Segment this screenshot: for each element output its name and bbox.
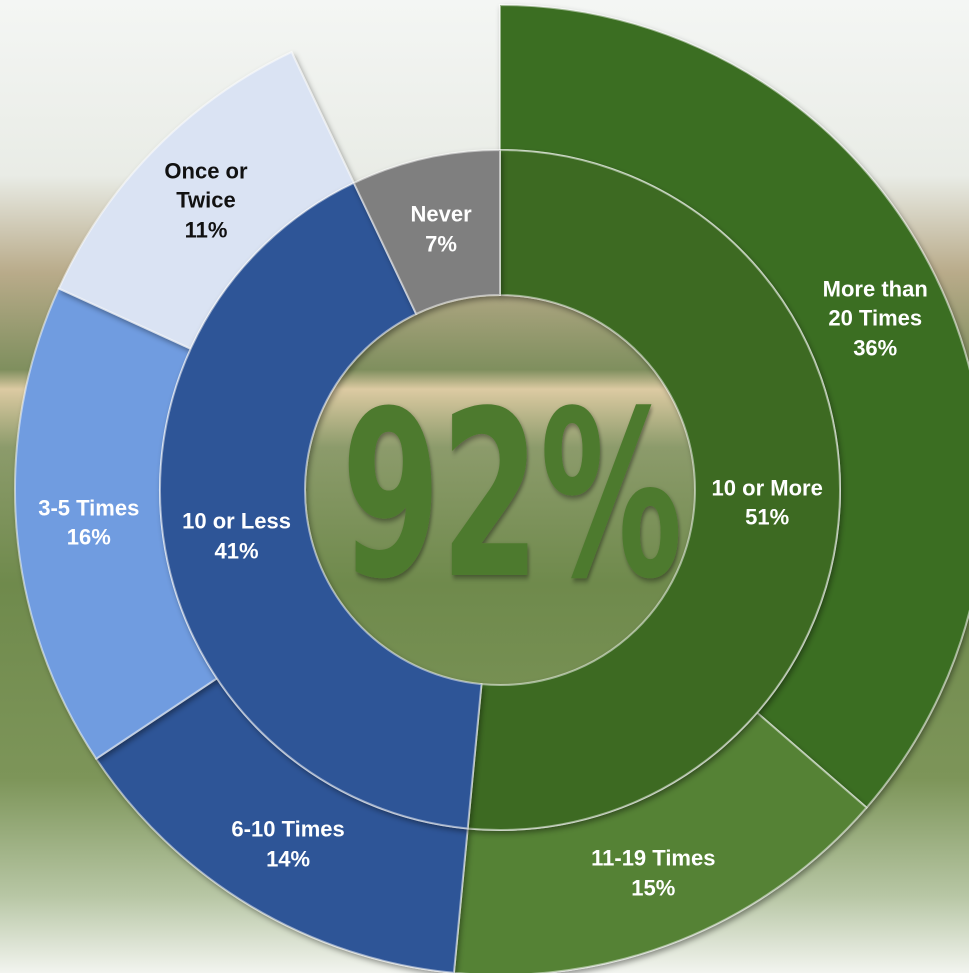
- category-label: Never: [410, 201, 472, 227]
- category-label: 6-10 Times: [231, 816, 345, 842]
- category-label: 10 or More: [711, 475, 823, 501]
- outer-label: More than 20 Times 36%: [810, 274, 940, 363]
- category-label: More than 20 Times: [822, 276, 928, 331]
- inner-sector: [352, 148, 501, 316]
- value-label: 16%: [66, 524, 111, 550]
- value-label: 41%: [214, 538, 259, 564]
- category-label: 3-5 Times: [38, 495, 140, 520]
- category-label: Once or Twice: [164, 158, 248, 213]
- center-label: 92%: [341, 362, 682, 630]
- outer-label: 3-5 Times 16%: [24, 493, 154, 552]
- outer-label: 11-19 Times 15%: [588, 843, 718, 902]
- inner-label: Never 7%: [366, 199, 516, 258]
- category-label: 11-19 Times: [591, 845, 716, 871]
- inner-sector: [466, 148, 842, 831]
- value-label: 15%: [631, 874, 676, 900]
- inner-sector: [159, 181, 483, 830]
- outer-label: 6-10 Times 14%: [223, 814, 353, 873]
- value-label: 51%: [745, 504, 790, 530]
- inner-label: 10 or More 51%: [692, 473, 842, 532]
- category-label: 10 or Less: [182, 508, 291, 534]
- value-label: 7%: [425, 231, 457, 257]
- value-label: 11%: [184, 217, 228, 243]
- outer-label: Once or Twice 11%: [141, 156, 271, 245]
- value-label: 36%: [853, 335, 898, 361]
- value-label: 14%: [266, 845, 311, 871]
- inner-label: 10 or Less 41%: [162, 507, 312, 566]
